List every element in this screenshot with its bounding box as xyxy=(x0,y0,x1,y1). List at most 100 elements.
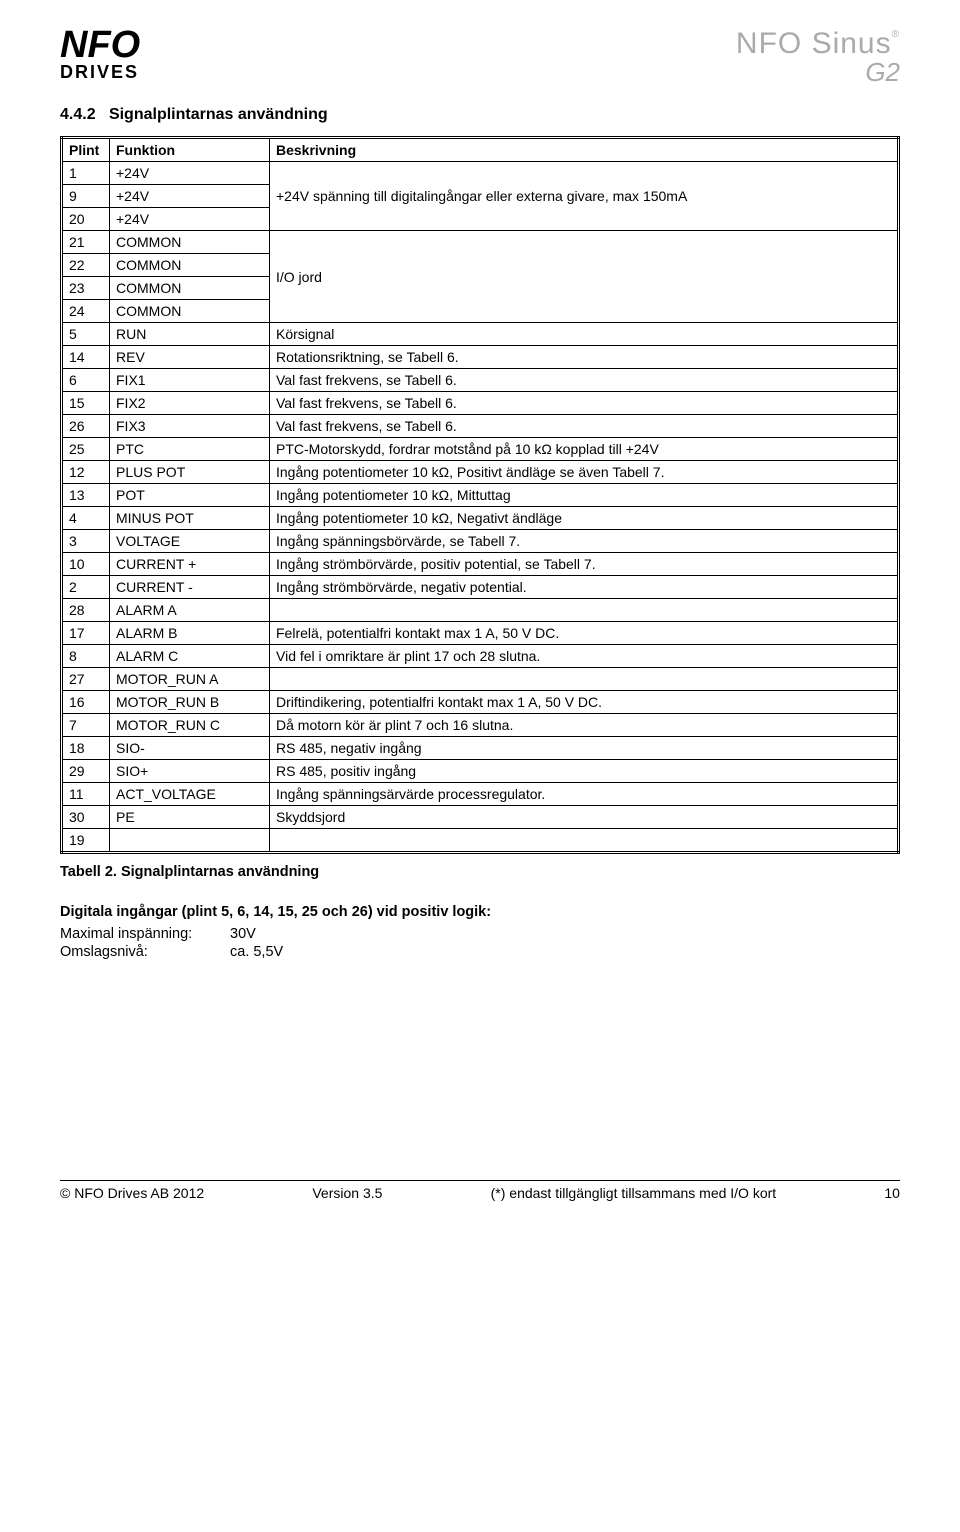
table-row: 8ALARM CVid fel i omriktare är plint 17 … xyxy=(62,645,899,668)
cell-beskrivning: +24V spänning till digitalingångar eller… xyxy=(270,162,899,231)
cell-beskrivning: Felrelä, potentialfri kontakt max 1 A, 5… xyxy=(270,622,899,645)
cell-plint: 9 xyxy=(62,185,110,208)
table-header-row: Plint Funktion Beskrivning xyxy=(62,138,899,162)
cell-plint: 20 xyxy=(62,208,110,231)
cell-plint: 28 xyxy=(62,599,110,622)
cell-beskrivning: Vid fel i omriktare är plint 17 och 28 s… xyxy=(270,645,899,668)
table-row: 4MINUS POTIngång potentiometer 10 kΩ, Ne… xyxy=(62,507,899,530)
cell-plint: 4 xyxy=(62,507,110,530)
table-row: 10CURRENT +Ingång strömbörvärde, positiv… xyxy=(62,553,899,576)
cell-funktion: MOTOR_RUN A xyxy=(110,668,270,691)
cell-funktion: COMMON xyxy=(110,231,270,254)
page-footer: © NFO Drives AB 2012 Version 3.5 (*) end… xyxy=(60,1180,900,1201)
cell-beskrivning: PTC-Motorskydd, fordrar motstånd på 10 k… xyxy=(270,438,899,461)
cell-beskrivning: I/O jord xyxy=(270,231,899,323)
kv-list: Maximal inspänning:30VOmslagsnivå:ca. 5,… xyxy=(60,926,900,960)
cell-plint: 24 xyxy=(62,300,110,323)
table-row: 12PLUS POTIngång potentiometer 10 kΩ, Po… xyxy=(62,461,899,484)
cell-beskrivning: Ingång potentiometer 10 kΩ, Negativt änd… xyxy=(270,507,899,530)
logo-nfo-text: NFO xyxy=(60,30,140,60)
table-row: 19 xyxy=(62,829,899,853)
cell-beskrivning: Körsignal xyxy=(270,323,899,346)
cell-funktion: SIO- xyxy=(110,737,270,760)
cell-funktion: COMMON xyxy=(110,254,270,277)
cell-beskrivning: Rotationsriktning, se Tabell 6. xyxy=(270,346,899,369)
kv-row: Maximal inspänning:30V xyxy=(60,926,900,942)
cell-funktion: ALARM B xyxy=(110,622,270,645)
cell-funktion: +24V xyxy=(110,162,270,185)
cell-beskrivning: Ingång spänningsbörvärde, se Tabell 7. xyxy=(270,530,899,553)
logo-right: NFO Sinus® G2 xyxy=(736,30,900,88)
cell-plint: 23 xyxy=(62,277,110,300)
cell-plint: 19 xyxy=(62,829,110,853)
cell-funktion: ALARM C xyxy=(110,645,270,668)
cell-funktion: COMMON xyxy=(110,300,270,323)
cell-beskrivning xyxy=(270,668,899,691)
cell-plint: 17 xyxy=(62,622,110,645)
cell-beskrivning: Val fast frekvens, se Tabell 6. xyxy=(270,392,899,415)
kv-key: Omslagsnivå: xyxy=(60,944,230,960)
cell-beskrivning: Ingång strömbörvärde, positiv potential,… xyxy=(270,553,899,576)
cell-plint: 27 xyxy=(62,668,110,691)
signal-table: Plint Funktion Beskrivning 1+24V+24V spä… xyxy=(60,136,900,854)
table-row: 17ALARM BFelrelä, potentialfri kontakt m… xyxy=(62,622,899,645)
cell-funktion: COMMON xyxy=(110,277,270,300)
table-row: 2CURRENT -Ingång strömbörvärde, negativ … xyxy=(62,576,899,599)
cell-funktion: FIX3 xyxy=(110,415,270,438)
table-row: 27MOTOR_RUN A xyxy=(62,668,899,691)
cell-beskrivning xyxy=(270,599,899,622)
table-row: 14REVRotationsriktning, se Tabell 6. xyxy=(62,346,899,369)
cell-plint: 2 xyxy=(62,576,110,599)
cell-funktion: POT xyxy=(110,484,270,507)
section-heading: 4.4.2 Signalplintarnas användning xyxy=(60,106,900,124)
logo-g2-text: G2 xyxy=(736,57,900,88)
cell-plint: 25 xyxy=(62,438,110,461)
cell-beskrivning: Ingång strömbörvärde, negativ potential. xyxy=(270,576,899,599)
cell-funktion: RUN xyxy=(110,323,270,346)
kv-value: 30V xyxy=(230,926,256,942)
kv-value: ca. 5,5V xyxy=(230,944,283,960)
cell-plint: 3 xyxy=(62,530,110,553)
logo-drives-text: DRIVES xyxy=(60,62,139,83)
table-row: 29SIO+RS 485, positiv ingång xyxy=(62,760,899,783)
cell-beskrivning: Val fast frekvens, se Tabell 6. xyxy=(270,369,899,392)
cell-funktion: CURRENT - xyxy=(110,576,270,599)
cell-plint: 30 xyxy=(62,806,110,829)
table-row: 6FIX1Val fast frekvens, se Tabell 6. xyxy=(62,369,899,392)
cell-beskrivning: Skyddsjord xyxy=(270,806,899,829)
table-row: 30PESkyddsjord xyxy=(62,806,899,829)
kv-key: Maximal inspänning: xyxy=(60,926,230,942)
cell-funktion: SIO+ xyxy=(110,760,270,783)
footer-page: 10 xyxy=(884,1185,900,1201)
cell-plint: 6 xyxy=(62,369,110,392)
table-body: 1+24V+24V spänning till digitalingångar … xyxy=(62,162,899,853)
cell-plint: 5 xyxy=(62,323,110,346)
col-beskrivning: Beskrivning xyxy=(270,138,899,162)
cell-funktion: ALARM A xyxy=(110,599,270,622)
table-row: 15FIX2Val fast frekvens, se Tabell 6. xyxy=(62,392,899,415)
cell-plint: 12 xyxy=(62,461,110,484)
table-row: 26FIX3Val fast frekvens, se Tabell 6. xyxy=(62,415,899,438)
cell-beskrivning xyxy=(270,829,899,853)
cell-funktion: REV xyxy=(110,346,270,369)
cell-plint: 15 xyxy=(62,392,110,415)
logo-sinus-text: NFO Sinus® xyxy=(736,30,900,57)
cell-funktion: VOLTAGE xyxy=(110,530,270,553)
section-title: Signalplintarnas användning xyxy=(109,106,328,123)
cell-plint: 11 xyxy=(62,783,110,806)
cell-beskrivning: Då motorn kör är plint 7 och 16 slutna. xyxy=(270,714,899,737)
cell-funktion: PTC xyxy=(110,438,270,461)
table-row: 7MOTOR_RUN CDå motorn kör är plint 7 och… xyxy=(62,714,899,737)
cell-funktion xyxy=(110,829,270,853)
table-row: 3VOLTAGEIngång spänningsbörvärde, se Tab… xyxy=(62,530,899,553)
table-row: 21COMMONI/O jord xyxy=(62,231,899,254)
footer-left: © NFO Drives AB 2012 xyxy=(60,1185,204,1201)
cell-plint: 22 xyxy=(62,254,110,277)
cell-funktion: +24V xyxy=(110,185,270,208)
table-row: 18SIO-RS 485, negativ ingång xyxy=(62,737,899,760)
cell-plint: 29 xyxy=(62,760,110,783)
cell-plint: 10 xyxy=(62,553,110,576)
table-row: 13POTIngång potentiometer 10 kΩ, Mittutt… xyxy=(62,484,899,507)
cell-funktion: PLUS POT xyxy=(110,461,270,484)
table-row: 25PTCPTC-Motorskydd, fordrar motstånd på… xyxy=(62,438,899,461)
